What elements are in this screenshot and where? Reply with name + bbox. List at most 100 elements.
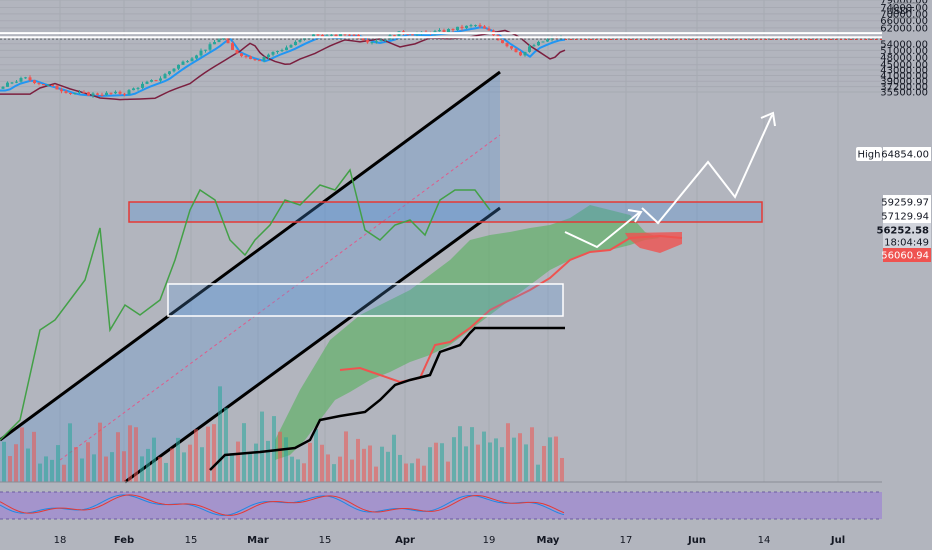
- candle: [352, 34, 356, 36]
- candle: [321, 34, 324, 38]
- y-tick-label: 37200.00: [880, 82, 928, 93]
- axis-background: [882, 0, 932, 550]
- candle: [91, 93, 95, 96]
- price-label-text: 64854.00: [881, 150, 929, 161]
- candle: [150, 80, 153, 82]
- candle: [438, 30, 441, 32]
- volume-bar: [398, 454, 402, 482]
- candle: [64, 91, 68, 94]
- resistance-zone[interactable]: [128, 201, 763, 223]
- candle: [406, 33, 410, 35]
- x-tick-label: 18: [54, 535, 67, 546]
- candle: [186, 61, 189, 63]
- volume-bar: [494, 438, 498, 482]
- candle: [33, 80, 36, 84]
- volume-bar: [368, 445, 372, 482]
- volume-bar: [524, 444, 528, 482]
- candle: [226, 38, 230, 44]
- volume-bar: [68, 423, 72, 482]
- candle: [460, 26, 464, 29]
- candle: [204, 49, 207, 51]
- candle: [181, 61, 185, 65]
- candle: [469, 25, 473, 27]
- volume-bar: [416, 458, 420, 482]
- volume-bar: [452, 437, 456, 482]
- volume-bar: [410, 463, 414, 482]
- volume-bar: [80, 458, 84, 482]
- candle: [505, 43, 509, 47]
- volume-bar: [476, 444, 480, 482]
- volume-bar: [74, 447, 78, 482]
- candle: [82, 92, 86, 94]
- ascending-channel[interactable]: [0, 70, 501, 484]
- projection-arrows[interactable]: [564, 111, 776, 249]
- candle: [465, 25, 468, 29]
- candle: [474, 25, 477, 27]
- volume-bar: [272, 416, 276, 482]
- candle: [487, 28, 491, 31]
- ichimoku-cloud: [275, 205, 683, 460]
- volume-bar: [230, 452, 234, 482]
- currency-label[interactable]: USDT: [887, 6, 915, 17]
- projection-path-1[interactable]: [564, 211, 641, 249]
- candle: [537, 41, 540, 46]
- volume-bar: [98, 422, 102, 482]
- volume-bar: [308, 442, 312, 482]
- x-tick-label: 17: [620, 535, 633, 546]
- oscillator-band: [0, 492, 882, 519]
- kumo-bull: [275, 205, 660, 460]
- volume-bar: [14, 444, 18, 482]
- candle: [136, 87, 140, 89]
- candle: [100, 94, 104, 96]
- channel-lower-line[interactable]: [124, 206, 501, 484]
- candle: [546, 39, 549, 42]
- currency-button[interactable]: [892, 2, 920, 19]
- support-resistance-zones[interactable]: [128, 201, 763, 317]
- candle: [451, 29, 455, 31]
- volume-bar: [20, 427, 24, 482]
- x-tick-label: 14: [758, 535, 771, 546]
- y-tick-label: 45000.00: [880, 60, 928, 71]
- channel-upper-line[interactable]: [0, 70, 501, 442]
- plot-background: [0, 0, 882, 482]
- candle: [69, 93, 72, 95]
- horizontal-levels[interactable]: [0, 32, 882, 40]
- volume-bar: [164, 462, 168, 482]
- candle: [177, 64, 180, 69]
- candle: [208, 44, 212, 50]
- candle: [37, 83, 41, 85]
- projection-path-2[interactable]: [641, 114, 773, 225]
- candle: [289, 45, 293, 48]
- volume-bar: [32, 431, 36, 482]
- candle: [172, 68, 176, 72]
- candle: [316, 34, 320, 36]
- volume-bar: [266, 440, 270, 482]
- x-tick-label: Feb: [114, 535, 134, 546]
- volume-bar: [254, 443, 258, 482]
- indicator-lines: [0, 26, 566, 471]
- candle: [168, 71, 171, 75]
- stochastic-rsi-pane[interactable]: 100.00: [0, 481, 932, 520]
- candle: [46, 85, 50, 87]
- x-tick-label: Jun: [687, 535, 706, 546]
- volume-bar: [224, 407, 228, 482]
- candle: [15, 81, 18, 83]
- price-label-text: 59259.97: [881, 198, 929, 209]
- candle: [501, 40, 504, 44]
- price-label-text: 56060.94: [881, 251, 929, 262]
- candle: [195, 55, 198, 59]
- candle: [154, 80, 158, 82]
- support-zone[interactable]: [167, 283, 564, 317]
- price-axis[interactable]: 84000.0079000.0074000.0070000.0066000.00…: [880, 0, 932, 550]
- y-tick-label: 43000.00: [880, 65, 928, 76]
- volume-bar: [140, 456, 144, 482]
- volume-bar: [200, 447, 204, 482]
- time-axis[interactable]: 18 Feb 15 Mar 15 Apr 19 May 17 Jun 14 Jul: [54, 535, 846, 546]
- candle: [519, 52, 522, 56]
- chikou-line: [0, 168, 491, 441]
- y-tick-label: 66000.00: [880, 16, 928, 27]
- candle: [19, 78, 23, 82]
- volume-bar: [260, 411, 264, 482]
